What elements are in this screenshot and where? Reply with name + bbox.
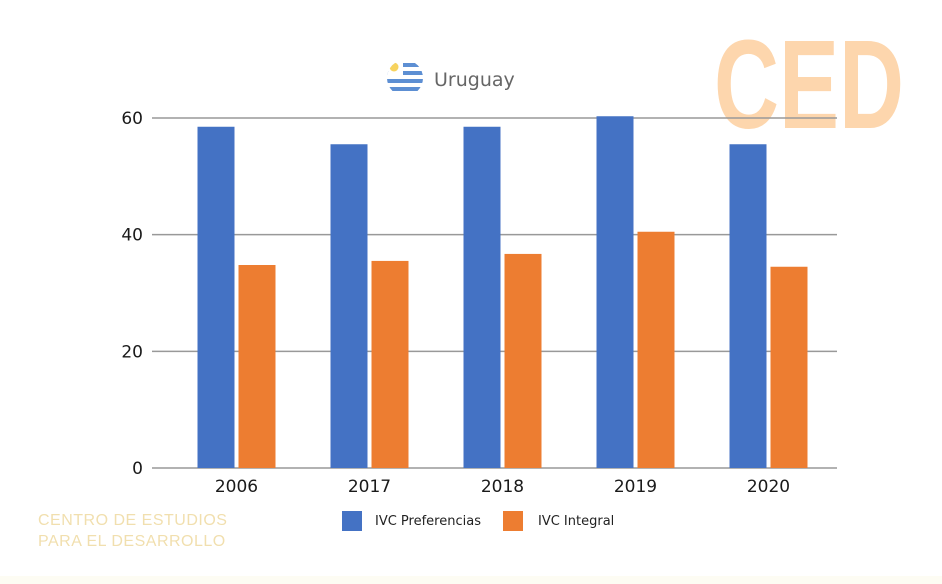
y-tick-label: 20 <box>121 342 143 362</box>
legend-label-ivc-integral: IVC Integral <box>538 514 614 529</box>
chart-title-group: Uruguay <box>386 59 515 97</box>
legend-swatch-ivc-preferencias <box>342 511 362 531</box>
y-axis-ticks: 0 20 40 60 <box>121 109 143 479</box>
bar-ivc-preferencias-2019 <box>597 116 634 468</box>
logo-text: CED <box>714 14 904 155</box>
y-tick-label: 60 <box>121 109 143 129</box>
x-tick-label: 2018 <box>481 477 524 497</box>
bar-ivc-preferencias-2018 <box>464 127 501 468</box>
bar-ivc-preferencias-2020 <box>730 144 767 468</box>
x-tick-label: 2019 <box>614 477 657 497</box>
bottom-strip <box>0 576 942 584</box>
x-tick-label: 2006 <box>215 477 258 497</box>
bars <box>198 116 808 468</box>
bar-ivc-integral-2006 <box>239 265 276 468</box>
x-tick-label: 2020 <box>747 477 790 497</box>
ced-logo: CED <box>714 14 904 155</box>
bar-ivc-integral-2018 <box>505 254 542 468</box>
x-axis-ticks: 2006 2017 2018 2019 2020 <box>215 477 790 497</box>
legend: IVC Preferencias IVC Integral <box>342 511 614 531</box>
chart-title: Uruguay <box>434 69 515 91</box>
y-tick-label: 0 <box>132 459 143 479</box>
bar-ivc-integral-2019 <box>638 232 675 468</box>
bar-ivc-integral-2020 <box>771 267 808 468</box>
org-name-line-2: PARA EL DESARROLLO <box>38 533 226 551</box>
uruguay-flag-icon <box>386 59 424 97</box>
legend-swatch-ivc-integral <box>503 511 523 531</box>
y-tick-label: 40 <box>121 226 143 246</box>
org-name-line-1: CENTRO DE ESTUDIOS <box>38 512 227 530</box>
bar-ivc-integral-2017 <box>372 261 409 468</box>
legend-label-ivc-preferencias: IVC Preferencias <box>375 514 481 529</box>
bar-ivc-preferencias-2006 <box>198 127 235 468</box>
x-tick-label: 2017 <box>348 477 391 497</box>
bar-ivc-preferencias-2017 <box>331 144 368 468</box>
